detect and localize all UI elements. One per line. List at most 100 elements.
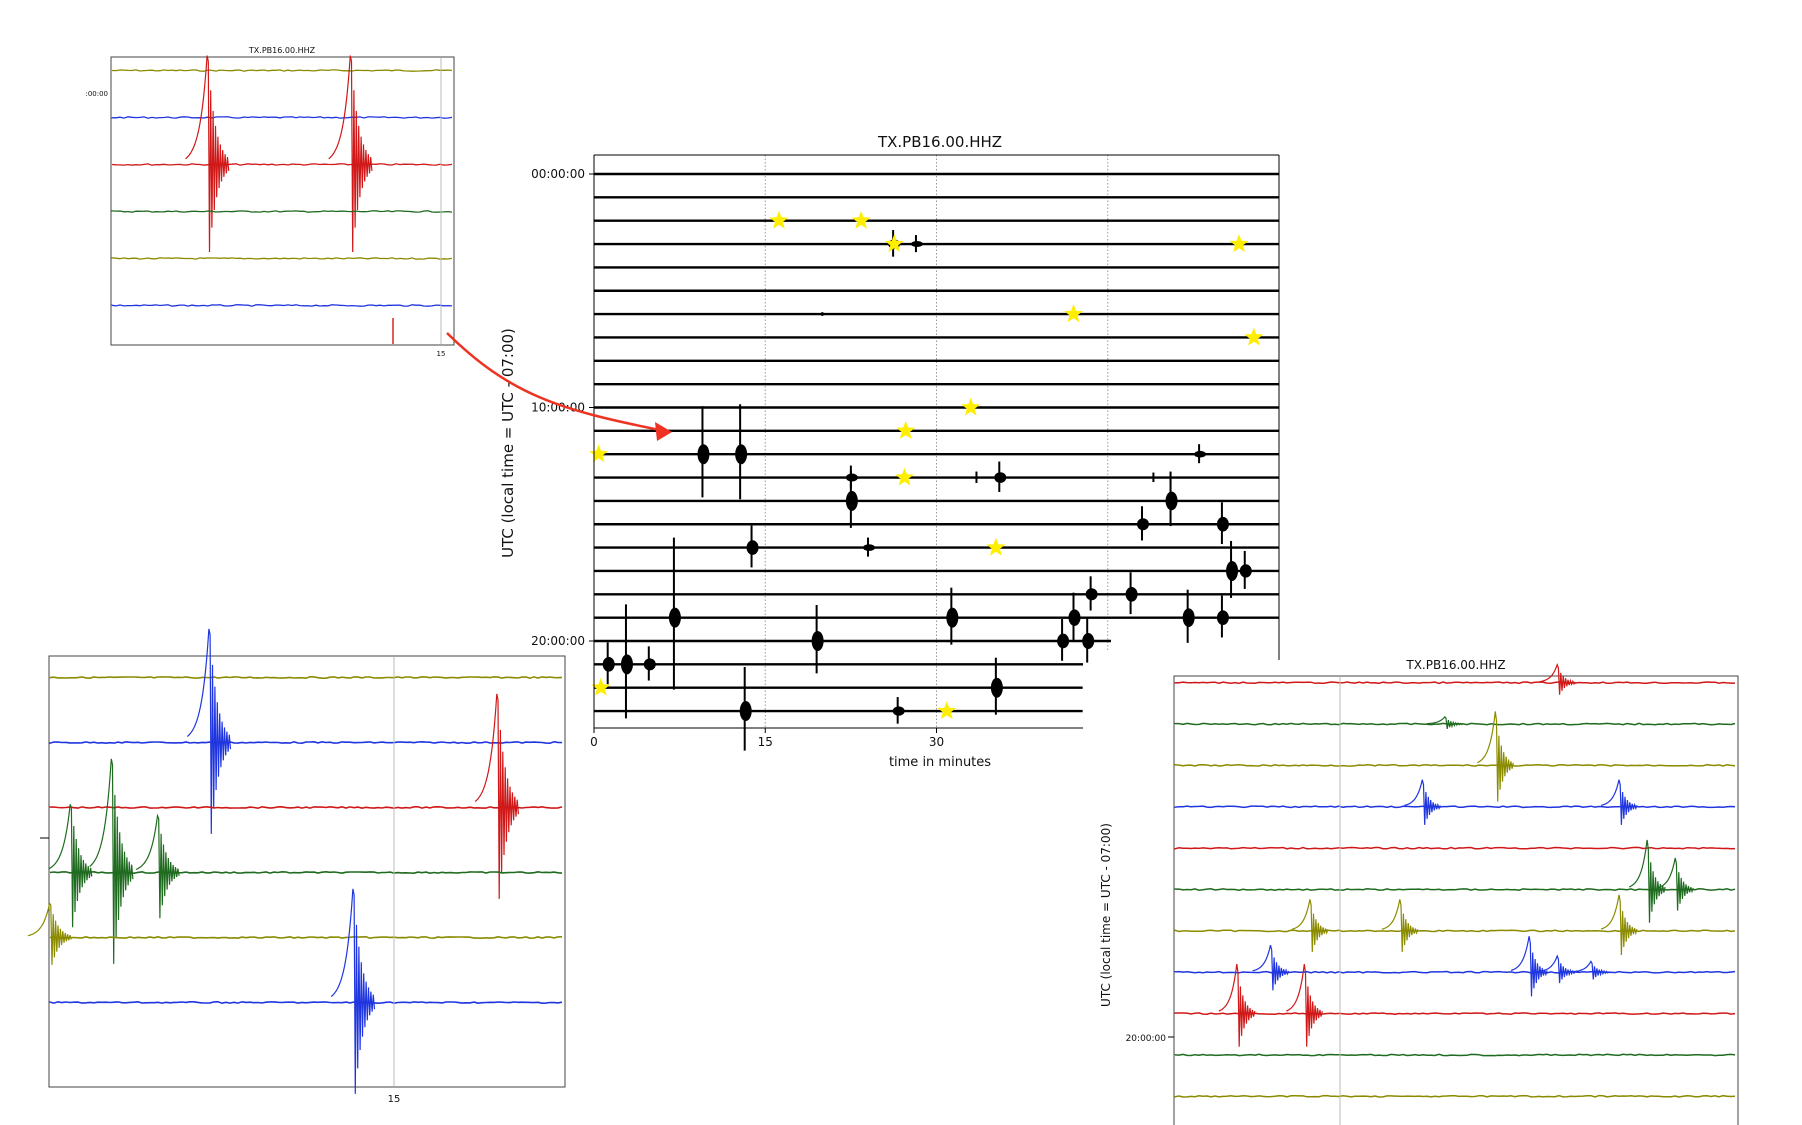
event-star bbox=[884, 234, 904, 253]
event-star bbox=[769, 210, 789, 229]
inset-spike bbox=[1600, 779, 1638, 825]
inset-spike bbox=[89, 758, 134, 964]
seismic-event-body bbox=[697, 444, 710, 465]
top-left-inset-y-tick: :00:00 bbox=[85, 90, 108, 98]
bottom-right-inset: TX.PB16.00.HHZ UTC (local time = UTC - 0… bbox=[1099, 658, 1739, 1125]
event-star bbox=[589, 444, 609, 463]
event-star bbox=[591, 677, 611, 696]
inset-spike bbox=[185, 55, 230, 253]
inset-spike bbox=[330, 888, 376, 1094]
seismic-event-body bbox=[620, 654, 633, 675]
main-x-ticks: 0 15 30 bbox=[590, 728, 944, 749]
inset-spike bbox=[186, 628, 232, 834]
seismic-event-body bbox=[1182, 608, 1195, 627]
y-tick-label: 20:00:00 bbox=[531, 634, 585, 648]
inset-trace bbox=[111, 304, 453, 307]
inset-spike bbox=[1539, 662, 1576, 695]
seismic-event-body bbox=[910, 241, 923, 248]
inset-spike bbox=[1426, 715, 1464, 729]
seismic-event-body bbox=[1216, 516, 1229, 532]
event-star bbox=[1229, 234, 1249, 253]
bottom-right-inset-frame bbox=[1173, 675, 1739, 1125]
seismic-event-body bbox=[1085, 588, 1098, 601]
inset-trace bbox=[49, 740, 563, 745]
inset-trace bbox=[49, 870, 563, 875]
inset-trace bbox=[49, 675, 563, 680]
top-left-inset-frame bbox=[110, 56, 455, 346]
event-star bbox=[896, 420, 916, 439]
top-left-inset-traces bbox=[111, 55, 453, 344]
seismic-event-body bbox=[1057, 633, 1070, 649]
seismic-event-body bbox=[668, 607, 681, 628]
x-tick-label: 30 bbox=[929, 735, 944, 749]
bottom-right-inset-traces bbox=[1168, 662, 1736, 1125]
inset-trace bbox=[111, 116, 453, 119]
inset-trace bbox=[49, 935, 563, 940]
inset-trace bbox=[1174, 1094, 1736, 1098]
seismic-event-body bbox=[735, 444, 748, 465]
inset-trace bbox=[111, 257, 453, 260]
inset-trace bbox=[1174, 1012, 1736, 1016]
top-left-inset: TX.PB16.00.HHZ :00:00 15 bbox=[85, 46, 455, 358]
callout-arrow bbox=[446, 332, 672, 441]
event-star bbox=[1244, 327, 1264, 346]
seismic-event-body bbox=[1216, 610, 1229, 625]
main-y-axis-label: UTC (local time = UTC - 07:00) bbox=[499, 328, 517, 558]
seismic-event-body bbox=[811, 631, 824, 651]
inset-trace bbox=[1174, 929, 1736, 933]
inset-spike bbox=[1286, 964, 1323, 1047]
event-star bbox=[961, 397, 981, 416]
event-star bbox=[937, 701, 957, 720]
bottom-right-inset-y-label: UTC (local time = UTC - 07:00) bbox=[1099, 823, 1113, 1007]
inset-trace bbox=[111, 69, 453, 72]
inset-spike bbox=[135, 813, 180, 919]
event-star bbox=[986, 537, 1006, 556]
inset-spike bbox=[1572, 960, 1610, 980]
inset-spike bbox=[474, 693, 519, 899]
seismic-event-body bbox=[602, 657, 615, 672]
seismic-event-body bbox=[1082, 633, 1095, 649]
inset-trace bbox=[1174, 846, 1736, 850]
event-star bbox=[895, 467, 914, 486]
seismic-event-body bbox=[1125, 586, 1138, 602]
inset-trace bbox=[1174, 763, 1736, 767]
inset-trace bbox=[111, 163, 453, 166]
inset-spike bbox=[1404, 779, 1441, 825]
y-tick-label: 00:00:00 bbox=[531, 167, 585, 181]
inset-trace bbox=[1174, 970, 1736, 974]
inset-trace bbox=[1174, 888, 1736, 891]
inset-spike bbox=[1628, 839, 1666, 923]
inset-trace bbox=[49, 1000, 563, 1005]
main-chart-title: TX.PB16.00.HHZ bbox=[877, 133, 1002, 151]
seismic-event-body bbox=[643, 658, 656, 671]
seismic-event-body bbox=[990, 677, 1003, 698]
bottom-right-inset-title: TX.PB16.00.HHZ bbox=[1405, 658, 1505, 672]
seismic-event-body bbox=[994, 472, 1007, 483]
inset-spike bbox=[1291, 899, 1329, 953]
inset-spike bbox=[1252, 945, 1290, 991]
bottom-left-inset-x-tick: 15 bbox=[388, 1094, 401, 1105]
y-tick-label: 10:00:00 bbox=[531, 401, 585, 415]
seismic-event-body bbox=[1137, 518, 1149, 531]
bottom-left-inset-traces bbox=[27, 628, 563, 1094]
top-left-inset-x-tick: 15 bbox=[437, 350, 446, 358]
inset-spike bbox=[1539, 954, 1576, 984]
inset-trace bbox=[1174, 1053, 1736, 1057]
bottom-left-inset: 15 bbox=[27, 628, 566, 1105]
top-left-inset-title: TX.PB16.00.HHZ bbox=[248, 46, 316, 55]
inset-spike bbox=[328, 55, 373, 253]
seismic-event-body bbox=[1194, 450, 1207, 458]
inset-spike bbox=[48, 804, 93, 928]
inset-spike bbox=[1600, 894, 1638, 956]
x-tick-label: 15 bbox=[758, 735, 773, 749]
seismic-event-body bbox=[892, 706, 905, 716]
seismic-event-body bbox=[1239, 564, 1252, 578]
x-tick-label: 0 bbox=[590, 735, 598, 749]
inset-spike bbox=[27, 901, 72, 965]
main-events bbox=[602, 230, 1252, 751]
main-x-axis-label: time in minutes bbox=[889, 755, 991, 770]
main-axes-frame bbox=[593, 154, 1280, 729]
main-helicorder-panel: TX.PB16.00.HHZ UTC (local time = UTC - 0… bbox=[499, 133, 1280, 770]
event-star bbox=[851, 210, 871, 229]
